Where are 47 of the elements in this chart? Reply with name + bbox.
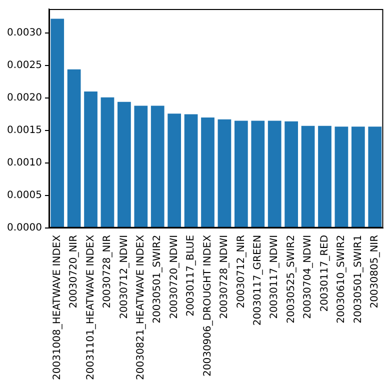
- bar: [118, 102, 131, 228]
- bar: [50, 18, 64, 228]
- bar: [251, 120, 265, 228]
- bar: [318, 126, 332, 228]
- y-tick-label: 0.0005: [6, 190, 42, 202]
- x-tick-label: 20030704_NDWI: [302, 234, 314, 319]
- bar: [134, 106, 148, 228]
- x-tick-label: 20030805_NIR: [369, 234, 380, 308]
- bar: [234, 120, 248, 228]
- x-tick-label: 20030117_RED: [319, 234, 330, 312]
- y-tick-label: 0.0015: [6, 125, 42, 136]
- bar: [218, 119, 232, 228]
- y-tick-label: 0.0020: [6, 92, 42, 104]
- bar: [301, 126, 315, 228]
- bar: [334, 126, 348, 228]
- y-tick-label: 0.0025: [6, 60, 42, 72]
- x-tick-label: 20030712_NIR: [236, 234, 247, 308]
- y-tick-label: 0.0030: [6, 28, 42, 39]
- x-tick-label: 20030501_SWIR2: [152, 234, 164, 324]
- bar: [201, 117, 214, 228]
- bar: [268, 120, 282, 228]
- x-tick-label: 20030821_HEATWAVE INDEX: [136, 234, 146, 380]
- bar: [100, 97, 114, 228]
- x-tick-label: 20030720_NDWI: [168, 234, 180, 319]
- x-tick-label: 20030728_NDWI: [219, 234, 230, 319]
- bar: [368, 126, 382, 228]
- x-tick-label: 20030720_NIR: [68, 234, 80, 308]
- y-tick-label: 0.0010: [6, 158, 42, 169]
- bar: [184, 114, 198, 228]
- x-tick-label: 20030501_SWIR1: [352, 234, 364, 324]
- bar: [84, 92, 98, 228]
- x-tick-label: 20030906_DROUGHT INDEX: [202, 234, 214, 377]
- x-tick-label: 20031101_HEATWAVE INDEX: [85, 234, 96, 380]
- y-tick-label: 0.0000: [6, 222, 42, 234]
- x-tick-label: 20030117_GREEN: [252, 234, 264, 326]
- x-tick-label: 20030525_SWIR2: [286, 234, 297, 324]
- bar: [351, 126, 365, 228]
- x-tick-label: 20030117_NDWI: [269, 234, 280, 319]
- x-tick-label: 20030610_SWIR2: [336, 234, 348, 324]
- x-tick-label: 20030728_NIR: [102, 234, 114, 308]
- bar: [67, 69, 81, 228]
- bar: [284, 121, 298, 228]
- bar: [150, 106, 164, 228]
- x-tick-label: 20031008_HEATWAVE INDEX: [52, 234, 63, 380]
- x-tick-label: 20030712_NDWI: [118, 234, 130, 319]
- bar: [168, 114, 182, 228]
- x-tick-label: 20030117_BLUE: [186, 234, 197, 316]
